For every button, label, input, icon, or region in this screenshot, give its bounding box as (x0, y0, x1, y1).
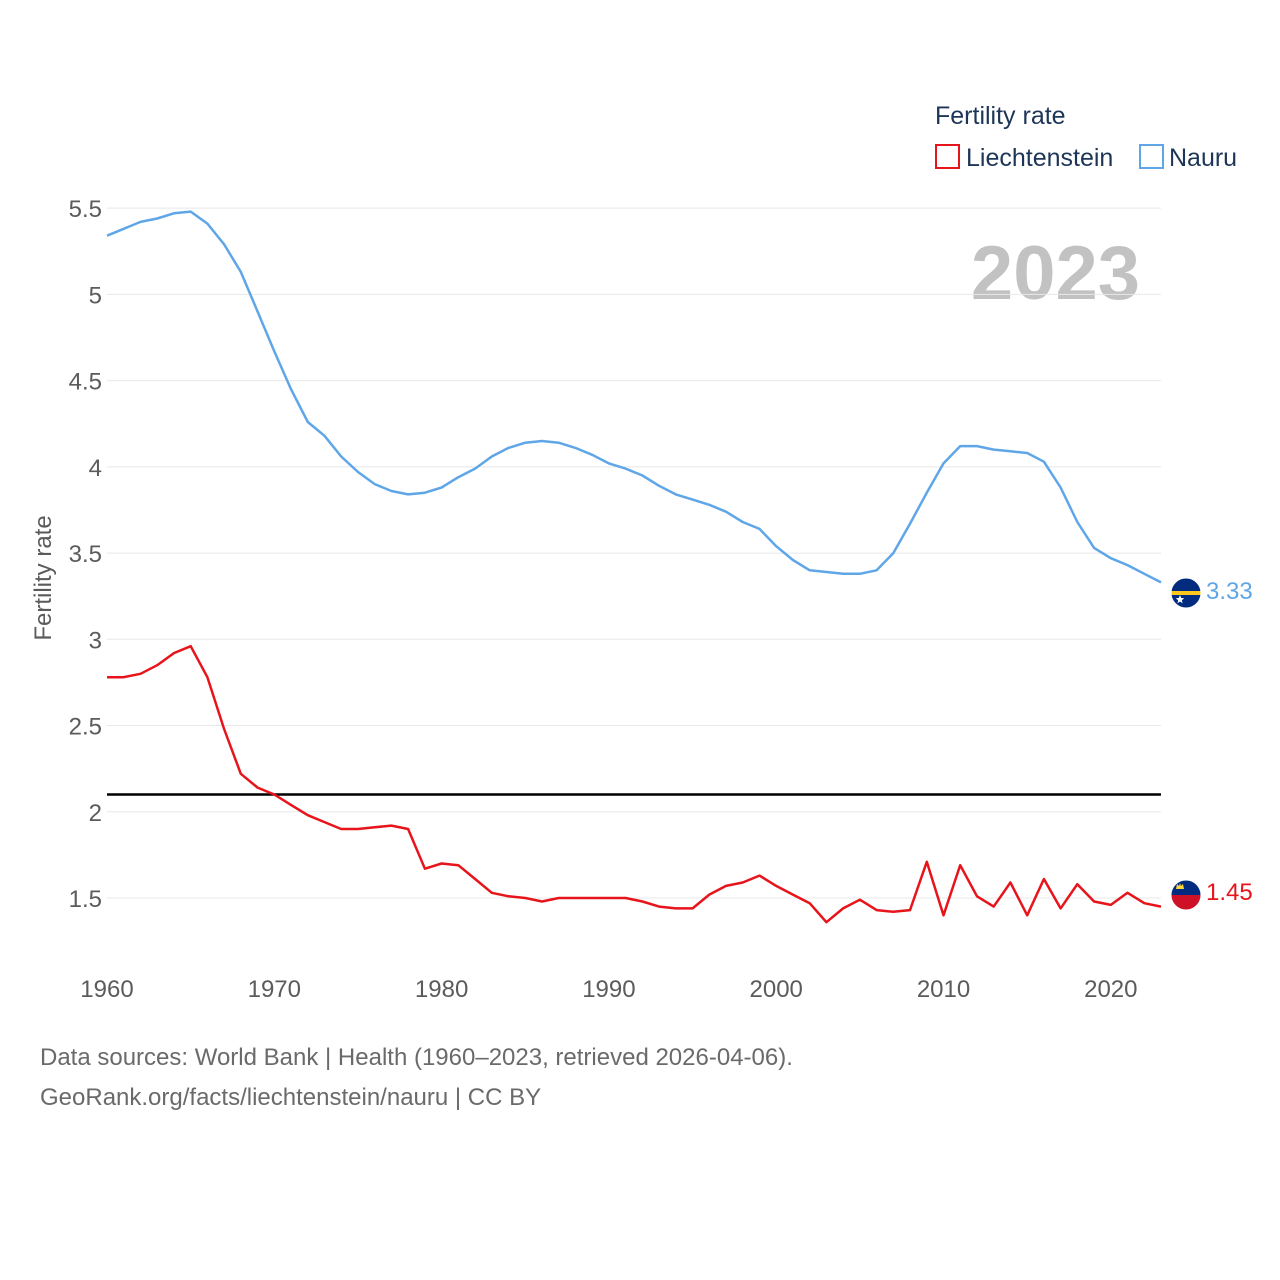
legend-item-nauru[interactable]: Nauru (1139, 144, 1237, 172)
liechtenstein-end-value: 1.45 (1206, 879, 1253, 906)
x-tick-label: 1980 (415, 976, 468, 1003)
y-axis-ticks: 1.5 2 2.5 3 3.5 4 4.5 5 5.5 (69, 196, 102, 913)
legend: Fertility rate Liechtenstein Nauru (935, 102, 1237, 172)
nauru-flag-icon (1171, 578, 1201, 608)
footer-attribution[interactable]: GeoRank.org/facts/liechtenstein/nauru | … (40, 1084, 542, 1111)
legend-item-liechtenstein[interactable]: Liechtenstein (935, 144, 1113, 172)
series-line-nauru (106, 210, 1162, 584)
x-tick-label: 1960 (80, 976, 133, 1003)
x-tick-label: 2020 (1084, 976, 1137, 1003)
y-tick-label: 2.5 (69, 714, 102, 741)
gridlines (107, 207, 1161, 899)
y-tick-label: 5.5 (69, 196, 102, 223)
y-tick-label: 5 (89, 282, 102, 309)
series-line-liechtenstein (107, 644, 1162, 924)
liechtenstein-flag-icon (1171, 880, 1201, 910)
y-tick-label: 3 (89, 627, 102, 654)
y-tick-label: 1.5 (69, 886, 102, 913)
footer-sources: Data sources: World Bank | Health (1960–… (40, 1044, 793, 1071)
legend-swatch-liechtenstein (935, 144, 960, 169)
x-tick-label: 2010 (917, 976, 970, 1003)
legend-label-liechtenstein: Liechtenstein (966, 144, 1113, 172)
y-tick-label: 2 (89, 800, 102, 827)
y-axis-label: Fertility rate (30, 515, 57, 640)
y-tick-label: 3.5 (69, 541, 102, 568)
x-tick-label: 2000 (750, 976, 803, 1003)
x-axis-ticks: 1960 1970 1980 1990 2000 2010 2020 (80, 976, 1137, 1003)
y-tick-label: 4.5 (69, 369, 102, 396)
nauru-end-marker[interactable] (1170, 577, 1202, 609)
nauru-end-value: 3.33 (1206, 578, 1253, 605)
y-tick-label: 4 (89, 455, 102, 482)
liechtenstein-end-marker[interactable] (1170, 879, 1202, 911)
legend-title: Fertility rate (935, 102, 1066, 130)
year-watermark: 2023 (971, 231, 1140, 316)
legend-swatch-nauru (1139, 144, 1164, 169)
x-tick-label: 1990 (582, 976, 635, 1003)
x-tick-label: 1970 (248, 976, 301, 1003)
legend-label-nauru: Nauru (1169, 144, 1237, 172)
fertility-chart: Fertility rate Liechtenstein Nauru 2023 … (30, 102, 1253, 1003)
series-lines (106, 210, 1162, 924)
